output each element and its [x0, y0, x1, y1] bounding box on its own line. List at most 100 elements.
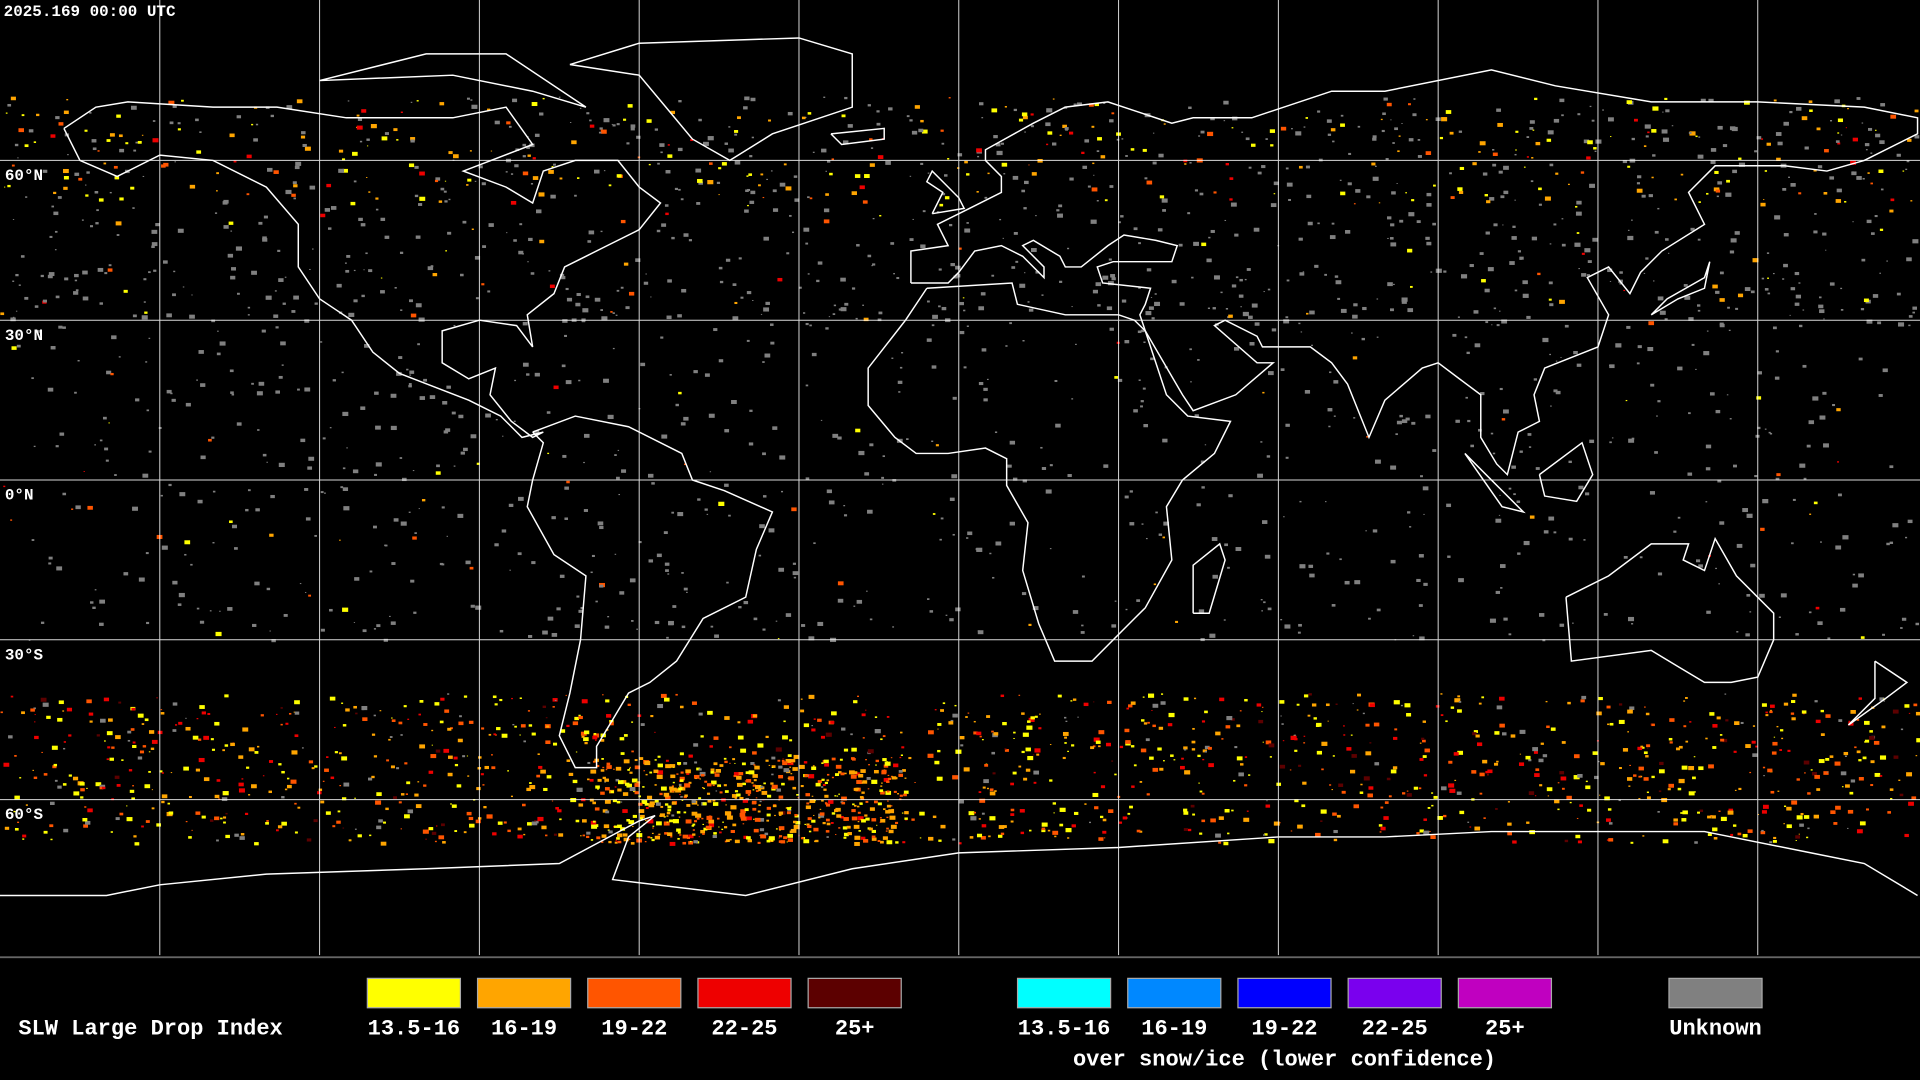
cloud-pixel — [460, 273, 464, 277]
coastline — [1538, 441, 1594, 503]
cloud-pixel — [854, 174, 861, 178]
cloud-pixel — [1862, 756, 1867, 760]
cloud-pixel — [1152, 703, 1159, 708]
cloud-pixel — [1019, 283, 1026, 288]
cloud-pixel — [475, 819, 481, 824]
cloud-pixel — [1416, 578, 1421, 583]
cloud-pixel — [1896, 153, 1901, 157]
cloud-pixel — [58, 122, 64, 126]
cloud-pixel — [851, 287, 856, 290]
cloud-pixel — [1470, 444, 1475, 448]
cloud-pixel — [1021, 712, 1025, 715]
cloud-pixel — [329, 696, 336, 701]
cloud-pixel — [811, 728, 816, 732]
cloud-pixel — [1730, 833, 1734, 836]
cloud-pixel — [1297, 631, 1301, 634]
cloud-pixel — [63, 741, 66, 743]
cloud-pixel — [679, 705, 684, 709]
cloud-pixel — [1082, 165, 1088, 169]
cloud-pixel — [759, 828, 765, 832]
cloud-pixel — [19, 777, 22, 779]
cloud-pixel — [1516, 500, 1521, 503]
cloud-pixel — [654, 620, 660, 625]
cloud-pixel — [1240, 306, 1242, 308]
cloud-pixel — [1816, 788, 1821, 791]
cloud-pixel — [1420, 475, 1423, 478]
cloud-pixel — [238, 788, 245, 793]
cloud-pixel — [732, 316, 739, 321]
cloud-pixel — [1816, 127, 1821, 131]
cloud-pixel — [148, 271, 151, 274]
cloud-pixel — [286, 784, 292, 789]
cloud-pixel — [322, 437, 326, 440]
cloud-pixel — [451, 804, 457, 808]
cloud-pixel — [1229, 198, 1233, 201]
cloud-pixel — [562, 454, 567, 458]
cloud-pixel — [412, 536, 417, 540]
cloud-pixel — [1619, 282, 1622, 285]
cloud-pixel — [485, 413, 491, 418]
cloud-pixel — [700, 774, 705, 777]
cloud-pixel — [1145, 738, 1150, 742]
cloud-pixel — [467, 775, 470, 777]
cloud-pixel — [246, 154, 252, 159]
cloud-pixel — [371, 733, 376, 736]
cloud-pixel — [1193, 241, 1199, 246]
cloud-pixel — [1431, 804, 1434, 807]
cloud-pixel — [1146, 268, 1152, 272]
cloud-pixel — [639, 830, 641, 832]
cloud-pixel — [566, 724, 570, 728]
cloud-pixel — [979, 102, 984, 106]
cloud-pixel — [824, 781, 828, 785]
cloud-pixel — [57, 717, 63, 722]
cloud-pixel — [1548, 298, 1552, 301]
cloud-pixel — [460, 451, 465, 455]
cloud-pixel — [1170, 754, 1174, 757]
cloud-pixel — [1189, 162, 1192, 164]
cloud-pixel — [1244, 278, 1247, 281]
cloud-pixel — [1021, 189, 1026, 193]
cloud-pixel — [818, 816, 821, 819]
cloud-pixel — [1864, 739, 1870, 743]
cloud-pixel — [451, 411, 456, 415]
cloud-pixel — [222, 201, 228, 205]
cloud-pixel — [740, 296, 744, 299]
cloud-pixel — [1251, 303, 1258, 308]
cloud-pixel — [1111, 760, 1114, 762]
cloud-pixel — [762, 495, 767, 498]
cloud-pixel — [1138, 286, 1141, 289]
cloud-pixel — [1030, 716, 1035, 720]
cloud-pixel — [984, 764, 989, 767]
cloud-pixel — [1228, 314, 1233, 318]
cloud-pixel — [1325, 703, 1330, 707]
cloud-pixel — [853, 771, 858, 775]
cloud-pixel — [742, 782, 746, 786]
cloud-pixel — [1861, 122, 1864, 124]
cloud-pixel — [1353, 303, 1358, 307]
cloud-pixel — [1688, 412, 1691, 415]
cloud-pixel — [487, 290, 491, 293]
cloud-pixel — [1609, 364, 1615, 369]
cloud-pixel — [1639, 556, 1643, 559]
cloud-pixel — [1019, 809, 1025, 813]
cloud-pixel — [1270, 203, 1277, 208]
cloud-pixel — [21, 711, 25, 715]
cloud-pixel — [208, 438, 212, 442]
cloud-pixel — [1687, 472, 1693, 476]
cloud-pixel — [1851, 171, 1857, 176]
cloud-pixel — [1190, 381, 1192, 383]
cloud-pixel — [1007, 464, 1012, 468]
cloud-pixel — [444, 709, 450, 713]
cloud-pixel — [219, 341, 226, 346]
cloud-pixel — [585, 295, 590, 299]
cloud-pixel — [148, 337, 151, 339]
cloud-pixel — [84, 129, 88, 132]
cloud-pixel — [523, 833, 526, 836]
cloud-pixel — [216, 779, 221, 782]
cloud-pixel — [1848, 720, 1851, 723]
cloud-pixel — [1087, 185, 1091, 188]
cloud-pixel — [1500, 195, 1505, 199]
cloud-pixel — [341, 797, 347, 801]
cloud-pixel — [1678, 778, 1685, 784]
cloud-pixel — [986, 715, 991, 718]
